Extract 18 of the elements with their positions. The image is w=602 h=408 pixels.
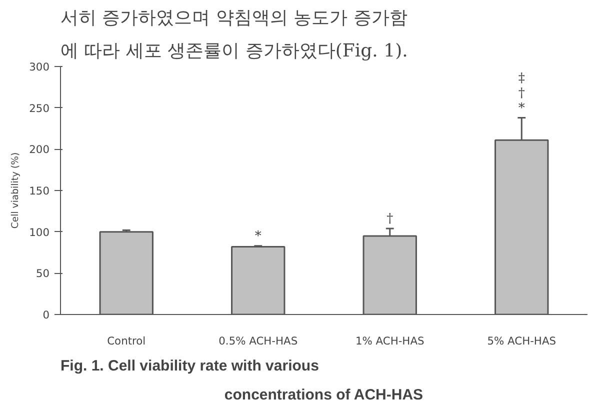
annotation: * — [254, 228, 262, 244]
x-tick-label: 0.5% ACH-HAS — [218, 334, 298, 348]
x-tick-label: 5% ACH-HAS — [487, 334, 556, 348]
annotation: ‡ † * — [518, 70, 526, 116]
y-tick-label: 300 — [29, 60, 50, 74]
text: 서히 증가하였으며 약침액의 농도가 증가함 — [60, 8, 408, 28]
y-tick-label: 50 — [36, 267, 50, 280]
text: 에 따라 세포 생존률이 증가하였다(Fig. 1). — [60, 40, 408, 62]
y-tick-label: 250 — [29, 102, 50, 115]
y-tick-label: 0 — [42, 308, 50, 322]
annotation: † — [386, 212, 394, 227]
x-tick-label: Control — [107, 334, 146, 348]
y-tick-label: 200 — [29, 143, 50, 156]
text: Fig. 1. Cell viability rate with various concentrations of ACH-HAS — [60, 358, 424, 404]
y-axis-title: Cell viability (%) — [10, 152, 22, 229]
y-tick-label: 100 — [29, 226, 50, 239]
x-tick-label: 1% ACH-HAS — [355, 334, 424, 348]
y-tick-label: 150 — [29, 184, 50, 198]
